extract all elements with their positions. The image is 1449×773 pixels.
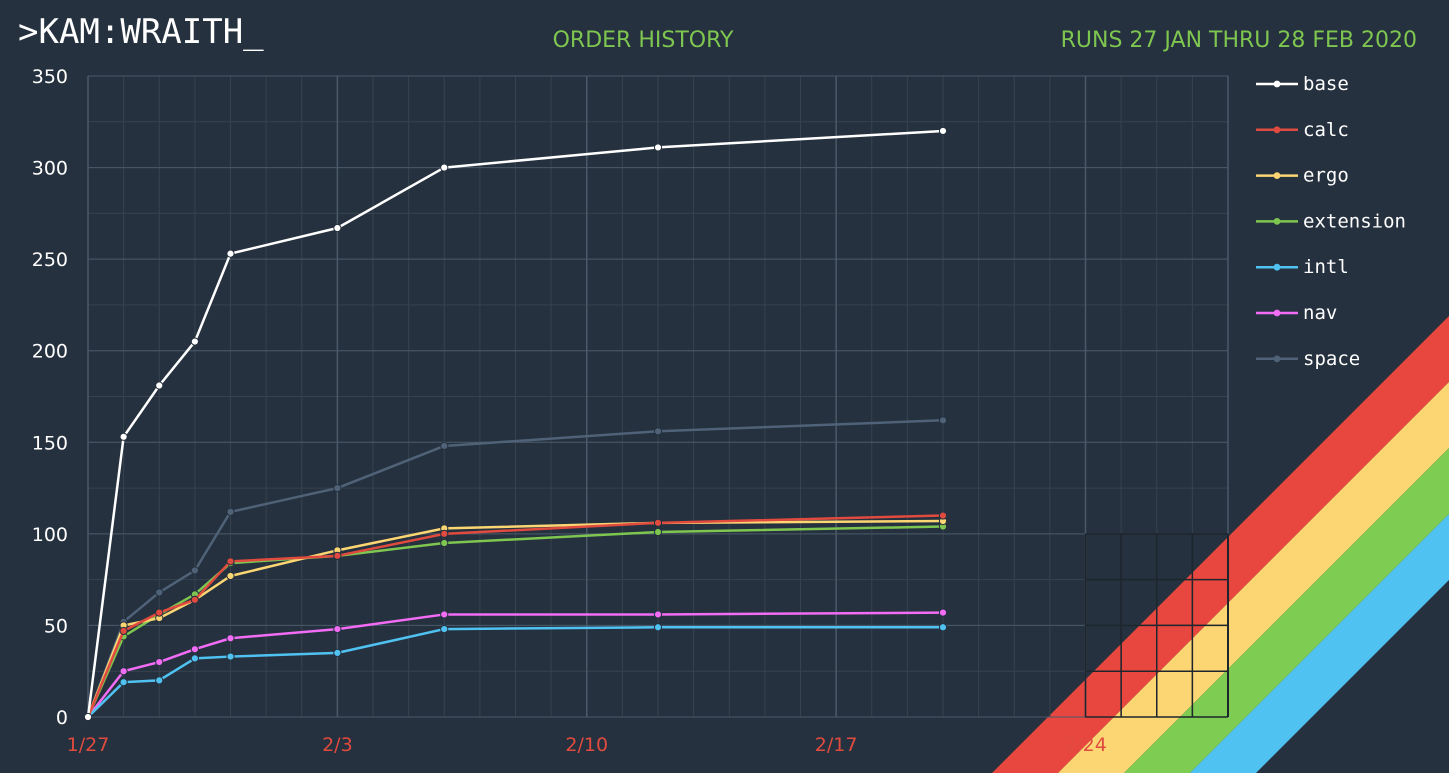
rainbow-stripe xyxy=(1058,382,1449,773)
legend-marker xyxy=(1273,263,1281,271)
data-point-base xyxy=(333,223,342,233)
data-point-nav xyxy=(155,657,164,667)
data-point-nav xyxy=(333,624,342,634)
chart-title: ORDER HISTORY xyxy=(552,28,734,53)
y-tick-label: 100 xyxy=(32,524,68,546)
data-point-space xyxy=(155,588,164,597)
series-nav xyxy=(83,608,948,722)
data-point-nav xyxy=(653,610,663,619)
legend-item-ergo: ergo xyxy=(1256,165,1349,187)
grid-major xyxy=(87,75,1229,718)
data-point-base xyxy=(155,381,164,390)
data-point-calc xyxy=(190,595,199,604)
data-point-calc xyxy=(155,608,164,617)
data-point-intl xyxy=(333,648,342,658)
data-point-base xyxy=(653,143,663,152)
y-tick-label: 150 xyxy=(32,432,68,454)
data-point-calc xyxy=(119,626,128,636)
data-point-intl xyxy=(938,623,948,632)
data-point-ergo xyxy=(226,571,235,581)
x-tick-label: 1/27 xyxy=(67,734,110,756)
legend-marker xyxy=(1273,172,1281,180)
legend-item-base: base xyxy=(1256,73,1349,95)
y-axis: 0 50 100 150 200 250 300 350 xyxy=(32,66,68,729)
legend-item-space: space xyxy=(1256,348,1360,370)
data-point-nav xyxy=(190,645,199,654)
y-tick-label: 300 xyxy=(32,158,68,180)
app-brand: >KAM:WRAITH_ xyxy=(18,12,264,52)
data-point-intl xyxy=(190,654,199,663)
legend-marker xyxy=(1273,80,1281,88)
legend-label: base xyxy=(1303,73,1349,95)
data-point-calc xyxy=(938,511,948,520)
legend: base calc ergo extension intl nav space xyxy=(1256,73,1406,370)
y-tick-label: 350 xyxy=(32,66,68,88)
legend-marker xyxy=(1273,126,1281,134)
legend-marker xyxy=(1273,355,1281,363)
data-point-extension xyxy=(653,527,663,537)
data-point-nav xyxy=(226,634,235,643)
data-point-intl xyxy=(653,623,663,632)
y-tick-label: 250 xyxy=(32,249,68,271)
data-point-base xyxy=(119,432,128,441)
data-point-space xyxy=(226,507,235,516)
data-point-space xyxy=(333,483,342,493)
date-range-label: RUNS 27 JAN THRU 28 FEB 2020 xyxy=(1060,28,1417,53)
data-point-space xyxy=(938,416,948,425)
data-point-intl xyxy=(440,624,449,634)
x-axis: 1/27 2/3 2/10 2/17 2/24 xyxy=(67,734,1107,756)
rainbow-stripe xyxy=(992,316,1449,773)
rainbow-stripes xyxy=(992,316,1449,773)
data-point-calc xyxy=(653,518,663,527)
x-tick-label: 2/24 xyxy=(1064,734,1107,756)
data-point-base xyxy=(440,163,449,172)
data-point-space xyxy=(440,441,449,451)
data-point-nav xyxy=(440,610,449,619)
data-point-nav xyxy=(938,608,948,617)
data-point-calc xyxy=(333,551,342,560)
legend-label: calc xyxy=(1303,119,1349,141)
legend-item-calc: calc xyxy=(1256,119,1349,141)
x-tick-label: 2/3 xyxy=(322,734,353,756)
legend-item-nav: nav xyxy=(1256,302,1337,324)
data-point-intl xyxy=(155,676,164,685)
data-point-base xyxy=(83,712,93,722)
legend-label: intl xyxy=(1303,256,1349,278)
data-point-calc xyxy=(226,557,235,566)
legend-label: space xyxy=(1303,348,1360,370)
data-point-nav xyxy=(119,667,128,676)
data-point-calc xyxy=(440,529,449,538)
legend-label: nav xyxy=(1303,302,1337,324)
data-point-base xyxy=(190,337,199,346)
x-tick-label: 2/17 xyxy=(815,734,858,756)
series-lines xyxy=(83,126,948,722)
legend-label: extension xyxy=(1303,210,1406,232)
data-point-base xyxy=(938,126,948,136)
series-calc xyxy=(83,511,948,722)
y-tick-label: 0 xyxy=(56,707,68,729)
legend-marker xyxy=(1273,218,1281,225)
legend-item-intl: intl xyxy=(1256,256,1349,278)
rainbow-stripe xyxy=(1124,447,1449,773)
legend-marker xyxy=(1273,309,1281,317)
data-point-extension xyxy=(440,538,449,548)
grid-minor xyxy=(87,75,1229,718)
series-base xyxy=(83,126,948,722)
legend-item-extension: extension xyxy=(1256,210,1406,232)
x-tick-label: 2/10 xyxy=(565,734,608,756)
data-point-space xyxy=(190,566,199,575)
data-point-intl xyxy=(119,678,128,687)
rainbow-stripe xyxy=(1190,514,1449,773)
y-tick-label: 50 xyxy=(44,615,68,637)
data-point-intl xyxy=(226,652,235,661)
y-tick-label: 200 xyxy=(32,341,68,363)
legend-label: ergo xyxy=(1303,165,1349,187)
data-point-space xyxy=(653,427,663,436)
data-point-base xyxy=(226,249,235,258)
